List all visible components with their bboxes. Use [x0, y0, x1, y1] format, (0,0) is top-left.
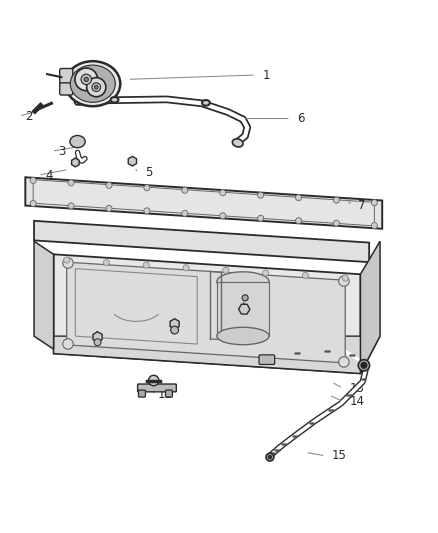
FancyBboxPatch shape: [138, 384, 177, 392]
FancyBboxPatch shape: [138, 390, 145, 397]
Polygon shape: [53, 254, 360, 374]
Circle shape: [296, 217, 302, 224]
Ellipse shape: [65, 61, 120, 106]
Polygon shape: [217, 281, 269, 336]
Circle shape: [84, 77, 88, 82]
Circle shape: [182, 187, 188, 193]
Circle shape: [63, 258, 73, 268]
Polygon shape: [34, 241, 53, 349]
Circle shape: [30, 200, 36, 206]
FancyBboxPatch shape: [60, 83, 73, 95]
Circle shape: [263, 270, 268, 276]
Circle shape: [94, 339, 101, 346]
Text: 11: 11: [158, 389, 173, 401]
Circle shape: [148, 375, 159, 386]
Circle shape: [171, 326, 179, 334]
Circle shape: [296, 195, 302, 201]
Circle shape: [92, 83, 101, 92]
FancyBboxPatch shape: [166, 390, 173, 397]
Circle shape: [75, 68, 98, 91]
Text: 13: 13: [350, 382, 364, 395]
Circle shape: [339, 357, 349, 367]
Circle shape: [266, 453, 274, 461]
Circle shape: [81, 74, 92, 85]
Circle shape: [87, 78, 106, 97]
Circle shape: [371, 223, 378, 229]
Circle shape: [30, 177, 36, 183]
Circle shape: [106, 182, 112, 188]
Text: 3: 3: [58, 144, 65, 158]
Circle shape: [68, 203, 74, 209]
Text: 1: 1: [262, 69, 270, 82]
Circle shape: [95, 85, 98, 89]
Circle shape: [223, 267, 229, 273]
Circle shape: [220, 213, 226, 219]
Circle shape: [106, 205, 112, 212]
Polygon shape: [53, 336, 380, 374]
Circle shape: [333, 197, 339, 203]
Circle shape: [342, 275, 348, 281]
Circle shape: [63, 339, 73, 349]
Text: 7: 7: [358, 199, 366, 212]
Circle shape: [103, 260, 110, 265]
Circle shape: [242, 295, 248, 301]
Text: 14: 14: [350, 395, 364, 408]
FancyBboxPatch shape: [60, 68, 73, 84]
Text: 15: 15: [332, 449, 347, 462]
Ellipse shape: [70, 65, 115, 102]
Circle shape: [358, 360, 370, 371]
Text: 8: 8: [341, 251, 348, 264]
Circle shape: [361, 362, 367, 368]
Circle shape: [143, 262, 149, 268]
Polygon shape: [34, 221, 369, 262]
Circle shape: [258, 215, 264, 221]
Text: 9: 9: [149, 321, 157, 334]
Circle shape: [258, 192, 264, 198]
Circle shape: [302, 272, 308, 279]
Ellipse shape: [217, 327, 269, 345]
Circle shape: [68, 180, 74, 186]
Circle shape: [220, 190, 226, 196]
Circle shape: [371, 199, 378, 206]
Text: 6: 6: [297, 112, 305, 125]
Ellipse shape: [217, 272, 269, 292]
Polygon shape: [360, 241, 380, 374]
Circle shape: [144, 185, 150, 191]
Circle shape: [183, 265, 189, 271]
Ellipse shape: [233, 139, 243, 147]
Circle shape: [333, 220, 339, 226]
Circle shape: [339, 276, 349, 286]
Text: 5: 5: [145, 166, 152, 180]
Ellipse shape: [202, 100, 210, 106]
FancyBboxPatch shape: [259, 355, 275, 365]
Polygon shape: [67, 262, 345, 363]
Circle shape: [182, 211, 188, 216]
Polygon shape: [25, 177, 382, 229]
Circle shape: [144, 208, 150, 214]
Text: 4: 4: [45, 168, 53, 182]
Text: 10: 10: [58, 343, 73, 356]
Text: 12: 12: [276, 319, 290, 332]
Ellipse shape: [70, 135, 85, 148]
Text: 2: 2: [25, 110, 33, 123]
Circle shape: [268, 455, 272, 459]
Circle shape: [64, 257, 70, 263]
Ellipse shape: [111, 97, 118, 103]
